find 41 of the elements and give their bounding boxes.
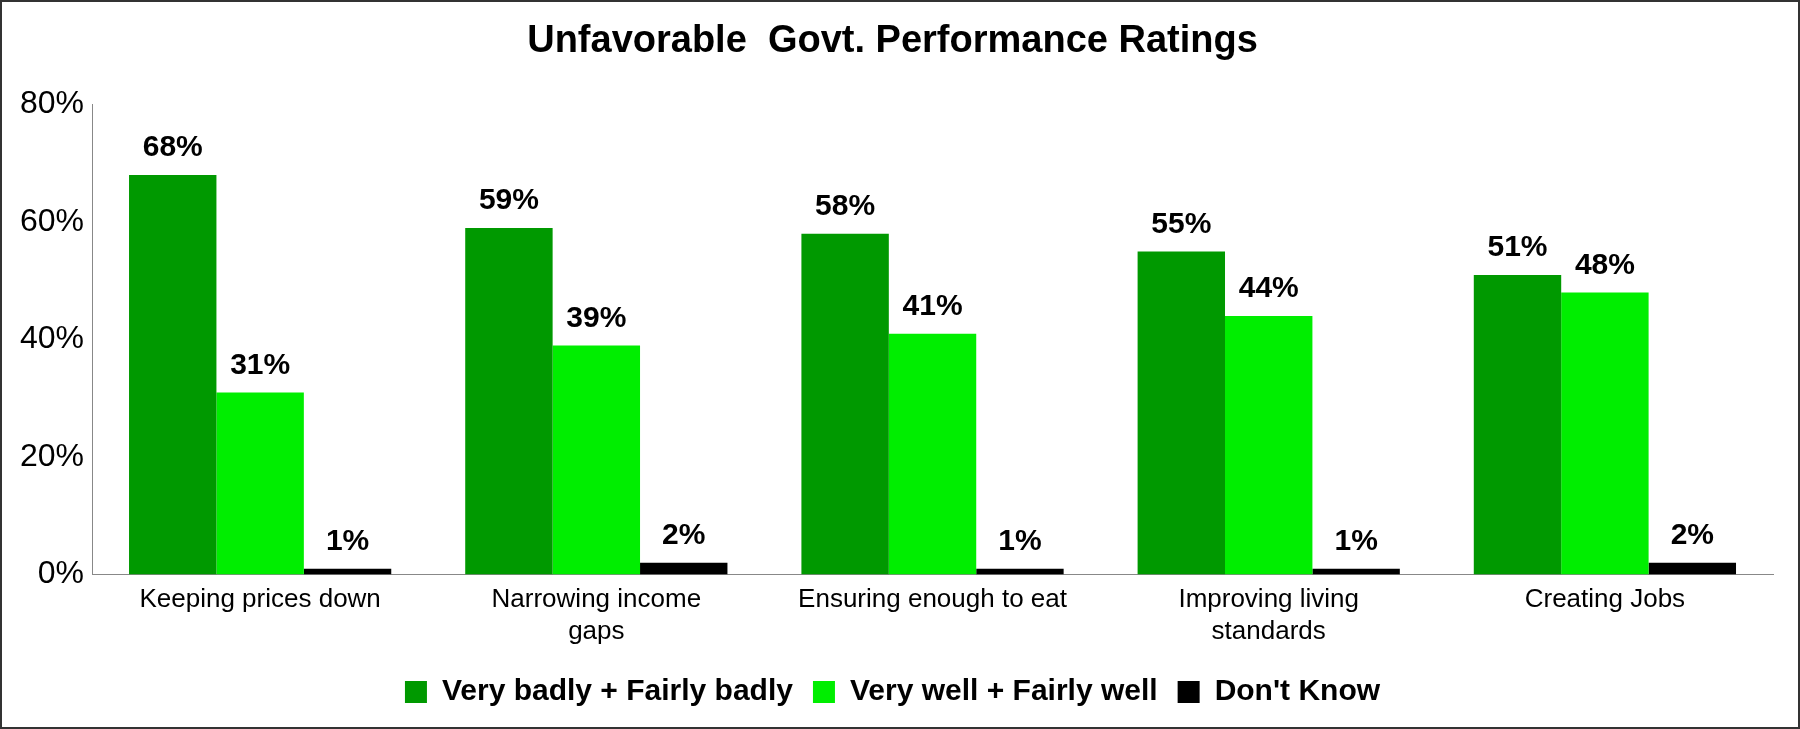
y-tick-label: 80%: [20, 84, 85, 121]
bar: [1225, 316, 1313, 575]
legend-label: Very well + Fairly well: [849, 673, 1158, 707]
x-tick-label: Narrowing income gaps: [491, 583, 702, 645]
data-label: 44%: [1238, 270, 1299, 304]
bar: [1473, 274, 1562, 575]
chart-title: Unfavorable Govt. Performance Ratings: [527, 18, 1258, 61]
bar: [801, 233, 889, 575]
legend-label: Very badly + Fairly badly: [441, 673, 794, 707]
data-label: 59%: [478, 182, 539, 216]
bar: [1137, 251, 1226, 575]
data-label: 55%: [1151, 205, 1212, 239]
data-label: 39%: [566, 299, 627, 333]
data-label: 1%: [998, 522, 1042, 556]
bar: [129, 175, 217, 575]
y-tick-label: 60%: [20, 201, 85, 238]
y-tick-label: 20%: [20, 436, 85, 473]
data-label: 31%: [230, 346, 291, 380]
data-label: 41%: [902, 287, 963, 321]
bar: [552, 345, 641, 575]
y-tick-label: 40%: [20, 319, 85, 356]
legend-label: Don't Know: [1214, 673, 1381, 707]
x-tick-label: Keeping prices down: [139, 583, 381, 614]
bar: [1648, 562, 1737, 575]
y-tick-label: 0%: [37, 554, 85, 591]
bar: [1561, 292, 1649, 575]
data-label: 68%: [142, 129, 203, 163]
data-label: 51%: [1487, 229, 1548, 263]
bar: [640, 562, 728, 575]
data-label: 48%: [1574, 246, 1635, 280]
x-tick-label: Improving living standards: [1178, 583, 1360, 645]
data-label: 2%: [662, 517, 706, 551]
x-tick-label: Ensuring enough to eat: [798, 583, 1068, 614]
data-label: 58%: [815, 188, 876, 222]
data-label: 1%: [1334, 522, 1378, 556]
bar: [888, 333, 977, 575]
data-label: 1%: [325, 522, 370, 556]
x-tick-label: Creating Jobs: [1524, 583, 1686, 614]
data-label: 2%: [1670, 517, 1714, 551]
bar: [465, 227, 553, 575]
bar: [216, 392, 304, 575]
